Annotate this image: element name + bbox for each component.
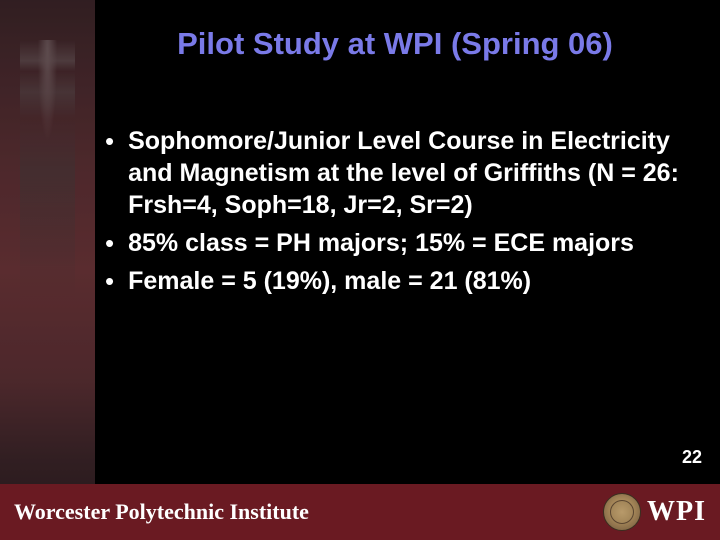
bullet-marker: • bbox=[105, 125, 114, 157]
bullet-marker: • bbox=[105, 265, 114, 297]
wpi-logo-text: WPI bbox=[647, 496, 706, 528]
footer-institute: Worcester Polytechnic Institute bbox=[14, 499, 309, 525]
decorative-photo-strip bbox=[0, 0, 95, 540]
slide-title: Pilot Study at WPI (Spring 06) bbox=[90, 26, 700, 62]
footer-logo: WPI bbox=[603, 493, 706, 531]
slide-body: • Sophomore/Junior Level Course in Elect… bbox=[105, 125, 695, 303]
bullet-item: • Female = 5 (19%), male = 21 (81%) bbox=[105, 265, 695, 297]
bullet-text: Sophomore/Junior Level Course in Electri… bbox=[128, 125, 695, 221]
bullet-text: 85% class = PH majors; 15% = ECE majors bbox=[128, 227, 634, 259]
bullet-marker: • bbox=[105, 227, 114, 259]
bullet-item: • 85% class = PH majors; 15% = ECE major… bbox=[105, 227, 695, 259]
page-number: 22 bbox=[682, 447, 702, 468]
bullet-item: • Sophomore/Junior Level Course in Elect… bbox=[105, 125, 695, 221]
footer-bar: Worcester Polytechnic Institute WPI bbox=[0, 484, 720, 540]
bullet-text: Female = 5 (19%), male = 21 (81%) bbox=[128, 265, 531, 297]
wpi-seal-icon bbox=[603, 493, 641, 531]
